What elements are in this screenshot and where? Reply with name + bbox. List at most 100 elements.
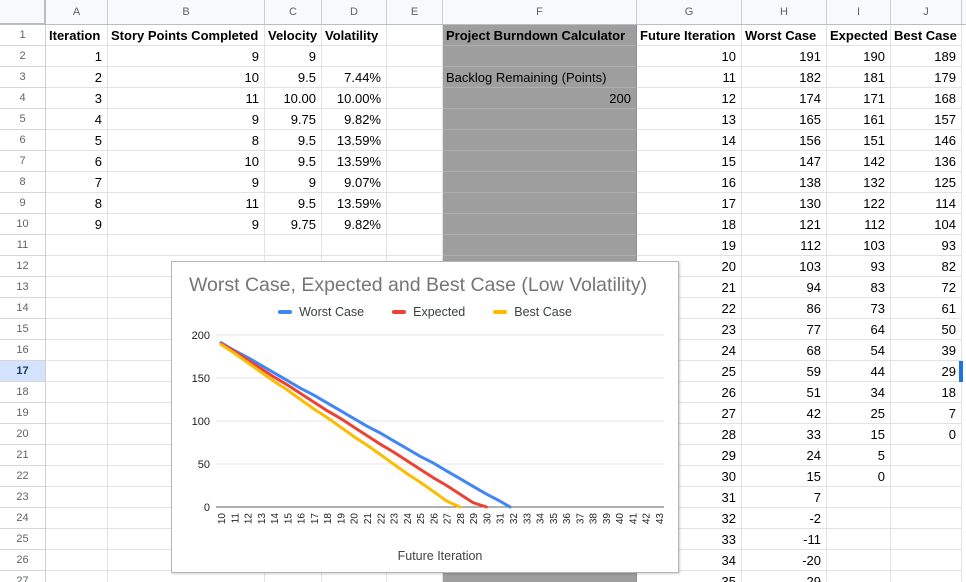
cell-A18[interactable] (46, 382, 108, 403)
cell-D2[interactable] (322, 46, 387, 67)
cell-E27[interactable] (387, 571, 443, 582)
cell-G25[interactable]: 33 (637, 529, 742, 550)
cell-G9[interactable]: 17 (637, 193, 742, 214)
cell-A25[interactable] (46, 529, 108, 550)
cell-J21[interactable] (891, 445, 962, 466)
cell-A9[interactable]: 8 (46, 193, 108, 214)
cell-A24[interactable] (46, 508, 108, 529)
cell-J5[interactable]: 157 (891, 109, 962, 130)
cell-B6[interactable]: 8 (108, 130, 265, 151)
row-header-11[interactable]: 11 (0, 235, 45, 256)
cell-H20[interactable]: 33 (742, 424, 827, 445)
cell-H11[interactable]: 112 (742, 235, 827, 256)
cell-A16[interactable] (46, 340, 108, 361)
cell-I1[interactable]: Expected (827, 25, 891, 46)
cell-B9[interactable]: 11 (108, 193, 265, 214)
cell-H19[interactable]: 42 (742, 403, 827, 424)
row-header-23[interactable]: 23 (0, 487, 45, 508)
cell-B10[interactable]: 9 (108, 214, 265, 235)
cell-G1[interactable]: Future Iteration (637, 25, 742, 46)
row-header-18[interactable]: 18 (0, 382, 45, 403)
cell-I16[interactable]: 54 (827, 340, 891, 361)
cell-C1[interactable]: Velocity (265, 25, 322, 46)
cell-H5[interactable]: 165 (742, 109, 827, 130)
row-header-17[interactable]: 17 (0, 361, 45, 382)
cell-H8[interactable]: 138 (742, 172, 827, 193)
cell-C8[interactable]: 9 (265, 172, 322, 193)
cell-H23[interactable]: 7 (742, 487, 827, 508)
cell-G4[interactable]: 12 (637, 88, 742, 109)
cell-A4[interactable]: 3 (46, 88, 108, 109)
cell-J17[interactable]: 29 (891, 361, 962, 382)
cell-C9[interactable]: 9.5 (265, 193, 322, 214)
cell-I27[interactable] (827, 571, 891, 582)
cell-G22[interactable]: 30 (637, 466, 742, 487)
cell-J2[interactable]: 189 (891, 46, 962, 67)
cell-J27[interactable] (891, 571, 962, 582)
cell-J10[interactable]: 104 (891, 214, 962, 235)
column-header-G[interactable]: G (637, 0, 742, 24)
row-header-10[interactable]: 10 (0, 214, 45, 235)
cell-G16[interactable]: 24 (637, 340, 742, 361)
cell-C2[interactable]: 9 (265, 46, 322, 67)
column-header-A[interactable]: A (46, 0, 108, 24)
cell-I2[interactable]: 190 (827, 46, 891, 67)
cell-I19[interactable]: 25 (827, 403, 891, 424)
cell-B1[interactable]: Story Points Completed (108, 25, 265, 46)
cell-A13[interactable] (46, 277, 108, 298)
cell-C11[interactable] (265, 235, 322, 256)
cell-D8[interactable]: 9.07% (322, 172, 387, 193)
cell-E9[interactable] (387, 193, 443, 214)
cell-D10[interactable]: 9.82% (322, 214, 387, 235)
cell-I13[interactable]: 83 (827, 277, 891, 298)
cell-B3[interactable]: 10 (108, 67, 265, 88)
cell-C6[interactable]: 9.5 (265, 130, 322, 151)
row-header-13[interactable]: 13 (0, 277, 45, 298)
cell-J13[interactable]: 72 (891, 277, 962, 298)
cell-H26[interactable]: -20 (742, 550, 827, 571)
cell-A1[interactable]: Iteration (46, 25, 108, 46)
cell-C27[interactable] (265, 571, 322, 582)
cell-J20[interactable]: 0 (891, 424, 962, 445)
row-header-25[interactable]: 25 (0, 529, 45, 550)
cell-I11[interactable]: 103 (827, 235, 891, 256)
cell-E6[interactable] (387, 130, 443, 151)
cell-H27[interactable]: -29 (742, 571, 827, 582)
cell-A14[interactable] (46, 298, 108, 319)
row-header-14[interactable]: 14 (0, 298, 45, 319)
cell-F8[interactable] (443, 172, 637, 193)
cell-J4[interactable]: 168 (891, 88, 962, 109)
cell-D5[interactable]: 9.82% (322, 109, 387, 130)
cell-G3[interactable]: 11 (637, 67, 742, 88)
cell-F4[interactable]: 200 (443, 88, 637, 109)
cell-A10[interactable]: 9 (46, 214, 108, 235)
cell-D11[interactable] (322, 235, 387, 256)
row-header-21[interactable]: 21 (0, 445, 45, 466)
cell-G26[interactable]: 34 (637, 550, 742, 571)
cell-F7[interactable] (443, 151, 637, 172)
cell-I6[interactable]: 151 (827, 130, 891, 151)
cell-G13[interactable]: 21 (637, 277, 742, 298)
cell-F9[interactable] (443, 193, 637, 214)
cell-E1[interactable] (387, 25, 443, 46)
cell-H24[interactable]: -2 (742, 508, 827, 529)
cell-A8[interactable]: 7 (46, 172, 108, 193)
cell-A22[interactable] (46, 466, 108, 487)
row-header-6[interactable]: 6 (0, 130, 45, 151)
cell-I25[interactable] (827, 529, 891, 550)
cell-G17[interactable]: 25 (637, 361, 742, 382)
cell-I26[interactable] (827, 550, 891, 571)
row-header-16[interactable]: 16 (0, 340, 45, 361)
cell-A17[interactable] (46, 361, 108, 382)
cell-I24[interactable] (827, 508, 891, 529)
cell-A3[interactable]: 2 (46, 67, 108, 88)
cell-B2[interactable]: 9 (108, 46, 265, 67)
cell-A6[interactable]: 5 (46, 130, 108, 151)
row-header-9[interactable]: 9 (0, 193, 45, 214)
cell-A15[interactable] (46, 319, 108, 340)
cell-F1[interactable]: Project Burndown Calculator (443, 25, 637, 46)
cell-I14[interactable]: 73 (827, 298, 891, 319)
cell-E10[interactable] (387, 214, 443, 235)
cell-J14[interactable]: 61 (891, 298, 962, 319)
cell-I22[interactable]: 0 (827, 466, 891, 487)
